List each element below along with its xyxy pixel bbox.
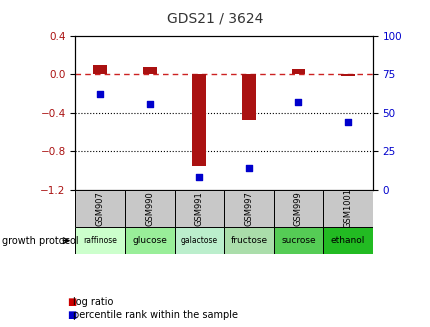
Text: GDS21 / 3624: GDS21 / 3624 xyxy=(167,11,263,26)
Text: ethanol: ethanol xyxy=(330,236,364,245)
Point xyxy=(146,101,153,106)
Bar xyxy=(93,65,107,74)
Bar xyxy=(174,190,224,227)
Bar xyxy=(273,227,322,254)
Bar xyxy=(75,190,125,227)
Point xyxy=(245,165,252,171)
Bar xyxy=(125,190,174,227)
Text: ■: ■ xyxy=(67,298,76,307)
Text: fructose: fructose xyxy=(230,236,267,245)
Bar xyxy=(322,227,372,254)
Text: raffinose: raffinose xyxy=(83,236,117,245)
Bar xyxy=(322,190,372,227)
Text: GSM990: GSM990 xyxy=(145,191,154,226)
Text: GSM1001: GSM1001 xyxy=(343,188,352,229)
Bar xyxy=(142,67,157,74)
Text: log ratio: log ratio xyxy=(73,298,114,307)
Text: glucose: glucose xyxy=(132,236,167,245)
Point xyxy=(344,119,351,125)
Text: galactose: galactose xyxy=(180,236,218,245)
Point xyxy=(294,99,301,105)
Bar xyxy=(125,227,174,254)
Text: ■: ■ xyxy=(67,310,76,319)
Bar xyxy=(273,190,322,227)
Bar xyxy=(224,190,273,227)
Bar xyxy=(241,74,255,120)
Text: sucrose: sucrose xyxy=(280,236,315,245)
Text: GSM999: GSM999 xyxy=(293,191,302,226)
Bar xyxy=(340,74,354,76)
Bar xyxy=(192,74,206,166)
Point xyxy=(96,92,103,97)
Text: GSM997: GSM997 xyxy=(244,191,253,226)
Text: growth protocol: growth protocol xyxy=(2,236,79,246)
Bar xyxy=(75,227,125,254)
Bar xyxy=(291,69,305,74)
Bar xyxy=(174,227,224,254)
Bar xyxy=(224,227,273,254)
Text: GSM907: GSM907 xyxy=(95,191,104,226)
Text: percentile rank within the sample: percentile rank within the sample xyxy=(73,310,238,319)
Text: GSM991: GSM991 xyxy=(194,191,203,226)
Point xyxy=(195,175,203,180)
